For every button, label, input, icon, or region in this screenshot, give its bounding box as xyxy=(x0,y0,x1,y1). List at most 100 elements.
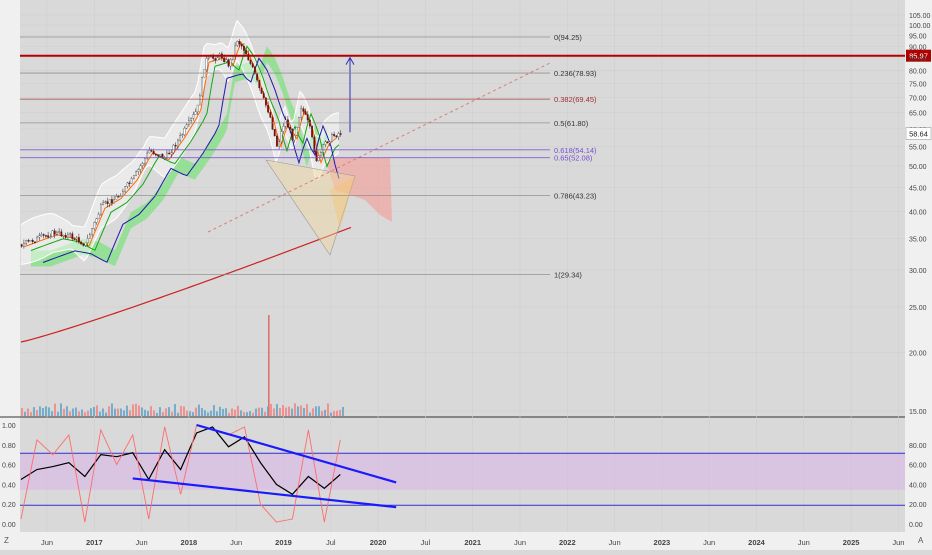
oscillator-right-tick: 40.00 xyxy=(909,482,927,489)
candle-body xyxy=(278,141,281,147)
time-axis-tick: 2017 xyxy=(86,538,103,547)
candle-body xyxy=(293,135,296,141)
fibonacci-levels[interactable]: 0(94.25) 0.236(78.93) 0.382(69.45) 0.5(61.8… xyxy=(20,33,597,279)
candle-body xyxy=(181,134,184,136)
candle-body xyxy=(45,235,47,237)
candle-body xyxy=(71,233,74,239)
volume-bar xyxy=(62,408,65,416)
price-axis-tick: 95.00 xyxy=(909,33,927,40)
corner-z-label[interactable]: Z xyxy=(4,536,9,545)
candle-body xyxy=(86,238,89,244)
candle-body xyxy=(335,135,338,138)
oscillator-right-tick: 60.00 xyxy=(909,463,927,470)
volume-bar xyxy=(119,408,122,416)
triangle-area xyxy=(265,159,356,256)
price-axis-tick: 15.00 xyxy=(909,409,927,416)
candle-body xyxy=(207,56,210,59)
candle-body xyxy=(267,105,270,113)
candle-body xyxy=(69,233,72,235)
time-axis-tick: Jun xyxy=(136,538,148,547)
volume-bar xyxy=(287,406,290,416)
trendline-lower xyxy=(132,477,397,509)
candle-body xyxy=(64,234,67,238)
resistance-price-tag xyxy=(906,49,931,62)
candle-body xyxy=(273,129,276,137)
candle-body xyxy=(254,66,256,75)
volume-bar xyxy=(236,405,239,416)
price-axis-tick: 105.00 xyxy=(909,13,931,20)
candle-body xyxy=(280,131,283,142)
price-axis-tick: 100.00 xyxy=(909,23,931,30)
left-axis-panel xyxy=(0,0,20,550)
volume-bar xyxy=(32,407,35,416)
grid-layer xyxy=(20,0,905,532)
volume-bar xyxy=(335,410,338,416)
fib-level-label: 1(29.34) xyxy=(554,270,582,279)
volume-bar xyxy=(260,407,263,416)
volume-bar xyxy=(224,408,227,416)
candle-body xyxy=(298,117,300,128)
candle-body xyxy=(311,126,314,138)
candle-body xyxy=(97,213,100,219)
volume-bar xyxy=(341,407,344,416)
candle-body xyxy=(240,43,243,47)
time-axis-tick: 2021 xyxy=(464,538,481,547)
candle-body xyxy=(49,236,52,238)
resistance-line[interactable]: 85.97 xyxy=(20,49,931,62)
volume-bar xyxy=(293,403,296,416)
oscillator-left-tick: 0.00 xyxy=(2,522,16,529)
candle-body xyxy=(60,231,63,237)
candle-body xyxy=(287,119,289,128)
volume-bar xyxy=(170,411,173,416)
candle-body xyxy=(276,135,278,147)
volume-bar xyxy=(188,411,191,416)
candle-body xyxy=(31,240,34,243)
candle-body xyxy=(159,154,162,157)
candle-body xyxy=(40,234,43,236)
last-price-label: 58.64 xyxy=(909,130,928,139)
candle-body xyxy=(324,141,327,145)
corner-a-label[interactable]: A xyxy=(918,536,924,545)
price-axis-tick: 70.00 xyxy=(909,96,927,103)
candle-body xyxy=(152,151,155,155)
time-axis-tick: Jun xyxy=(514,538,526,547)
volume-bar xyxy=(134,403,137,416)
oscillator-right-tick: 0.00 xyxy=(909,522,923,529)
time-axis-tick: Jun xyxy=(798,538,810,547)
candle-body xyxy=(269,112,272,118)
volume-bar xyxy=(206,412,209,416)
volume-bar xyxy=(80,409,83,416)
candle-body xyxy=(73,238,76,240)
volume-bar xyxy=(302,407,305,416)
volume-bar xyxy=(152,410,155,416)
oscillator-panel: 1.00 0.80 0.60 0.40 0.20 0.00 80.00 60.00 40.00 2… xyxy=(2,423,927,529)
candle-body xyxy=(265,97,267,106)
candle-body xyxy=(27,240,30,242)
candle-body xyxy=(177,139,179,147)
candle-body xyxy=(117,196,120,198)
volume-bar xyxy=(284,407,287,416)
volume-bar xyxy=(272,408,275,416)
volume-bar xyxy=(44,406,47,416)
candle-body xyxy=(47,235,50,238)
candle-body xyxy=(139,165,142,170)
candle-body xyxy=(317,155,320,162)
candle-body xyxy=(170,152,173,155)
candle-body xyxy=(91,228,94,235)
candle-body xyxy=(306,114,309,121)
oscillator-black-line xyxy=(20,426,341,496)
candle-body xyxy=(42,234,45,236)
oscillator-right-tick: 20.00 xyxy=(909,502,927,509)
fib-level-label: 0(94.25) xyxy=(554,33,582,42)
ma-slow-line xyxy=(42,57,340,263)
candle-body xyxy=(333,134,336,136)
candle-body xyxy=(232,56,234,60)
trendline-upper xyxy=(196,423,397,484)
volume-bar xyxy=(218,406,221,416)
price-axis-tick: 40.00 xyxy=(909,209,927,216)
volume-bar xyxy=(104,412,107,416)
volume-bar xyxy=(65,406,68,416)
volume-bar xyxy=(92,406,95,416)
